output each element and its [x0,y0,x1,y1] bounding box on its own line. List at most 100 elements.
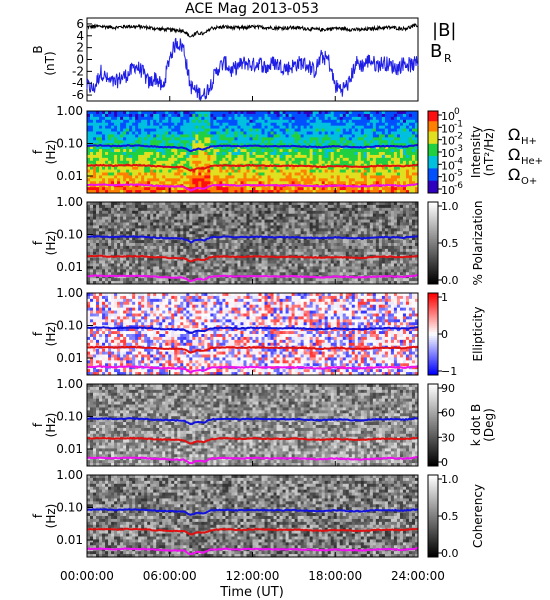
spectrogram-cell [225,231,229,235]
spectrogram-cell [312,113,317,118]
spectrogram-cell [228,122,232,127]
spectrogram-cell [126,213,130,218]
spectrogram-cell [327,172,332,176]
spectrogram-cell [276,175,280,179]
spectrogram-cell [306,128,311,132]
spectrogram-cell [309,125,314,129]
spectrogram-cell [147,122,151,127]
spectrogram-cell [186,213,190,218]
spectrogram-cell [390,178,395,182]
spectrogram-cell [219,243,223,247]
spectrogram-cell [114,116,118,121]
spectrogram-cell [300,149,305,153]
spectrogram-cell [405,190,410,194]
spectrogram-cell [312,149,317,153]
spectrogram-cell [357,187,362,191]
spectrogram-cell [90,157,94,162]
spectrogram-cell [120,146,124,150]
spectrogram-cell [267,137,271,141]
spectrogram-cell [102,152,106,156]
spectrogram-cell [270,245,274,250]
spectrogram-cell [390,190,395,194]
spectrogram-cell [282,154,286,159]
spectrogram-cell [210,125,214,129]
spectrogram-cell [228,178,232,182]
spectrogram-cell [342,125,347,129]
spectrogram-cell [183,263,187,267]
spectrogram-cell [378,157,383,162]
spectrogram-cell [153,113,157,118]
spectrogram-cell [300,154,305,159]
spectrogram-cell [198,281,202,285]
spectrogram-cell [186,263,190,267]
spectrogram-cell [96,204,100,209]
spectrogram-cell [357,131,362,135]
spectrogram-cell [183,219,187,223]
spectrogram-cell [102,245,106,250]
spectrogram-cell [147,231,151,235]
spectrogram-cell [225,175,229,179]
spectrogram-cell [195,202,199,206]
spectrogram-cell [189,245,193,250]
spectrogram-cell [123,228,127,232]
spectrogram-cell [219,169,223,173]
spectrogram-cell [108,187,112,191]
spectrogram-cell [249,237,253,241]
spectrogram-cell [345,116,350,121]
spectrogram-cell [306,154,311,159]
spectrogram-cell [381,181,386,185]
colorbar-cell [428,113,438,116]
spectrogram-cell [414,166,419,170]
spectrogram-cell [117,116,121,121]
spectrogram-cell [405,178,410,182]
spectrogram-cell [258,269,262,273]
spectrogram-cell [153,278,157,282]
spectrogram-cell [207,263,211,267]
spectrogram-cell [279,119,283,124]
spectrogram-cell [228,149,232,153]
spectrogram-cell [114,240,118,244]
spectrogram-cell [270,251,274,256]
spectrogram-cell [267,278,271,282]
spectrogram-cell [267,219,271,223]
spectrogram-cell [402,175,407,179]
spectrogram-cell [309,122,314,127]
spectrogram-cell [144,202,148,206]
spectrogram-cell [204,178,208,182]
spectrogram-cell [123,204,127,209]
spectrogram-cell [180,269,184,273]
spectrogram-cell [237,237,241,241]
spectrogram-cell [222,278,226,282]
spectrogram-cell [189,157,193,162]
spectrogram-cell [183,275,187,279]
spectrogram-cell [171,137,175,141]
spectrogram-cell [117,146,121,150]
spectrogram-cell [306,119,311,124]
spectrogram-cell [300,157,305,162]
spectrogram-cell [249,160,253,165]
spectrogram-cell [333,131,338,135]
spectrogram-cell [165,213,169,218]
spectrogram-cell [123,251,127,256]
spectrogram-cell [204,207,208,212]
spectrogram-cell [198,152,202,156]
spectrogram-cell [141,213,145,218]
spectrogram-cell [96,175,100,179]
spectrogram-cell [201,245,205,250]
spectrogram-cell [219,248,223,253]
spectrogram-cell [114,128,118,132]
spectrogram-cell [399,160,404,165]
spectrogram-cell [174,149,178,153]
spectrogram-cell [342,160,347,165]
spectrogram-cell [294,152,299,156]
spectrogram-cell [171,207,175,212]
spectrogram-cell [285,131,290,135]
spectrogram-cell [168,119,172,124]
spectrogram-cell [156,278,160,282]
spectrogram-cell [183,278,187,282]
spectrogram-cell [150,243,154,247]
spectrogram-cell [117,237,121,241]
spectrogram-cell [264,143,268,147]
spectrogram-cell [210,248,214,253]
spectrogram-cell [228,210,232,215]
